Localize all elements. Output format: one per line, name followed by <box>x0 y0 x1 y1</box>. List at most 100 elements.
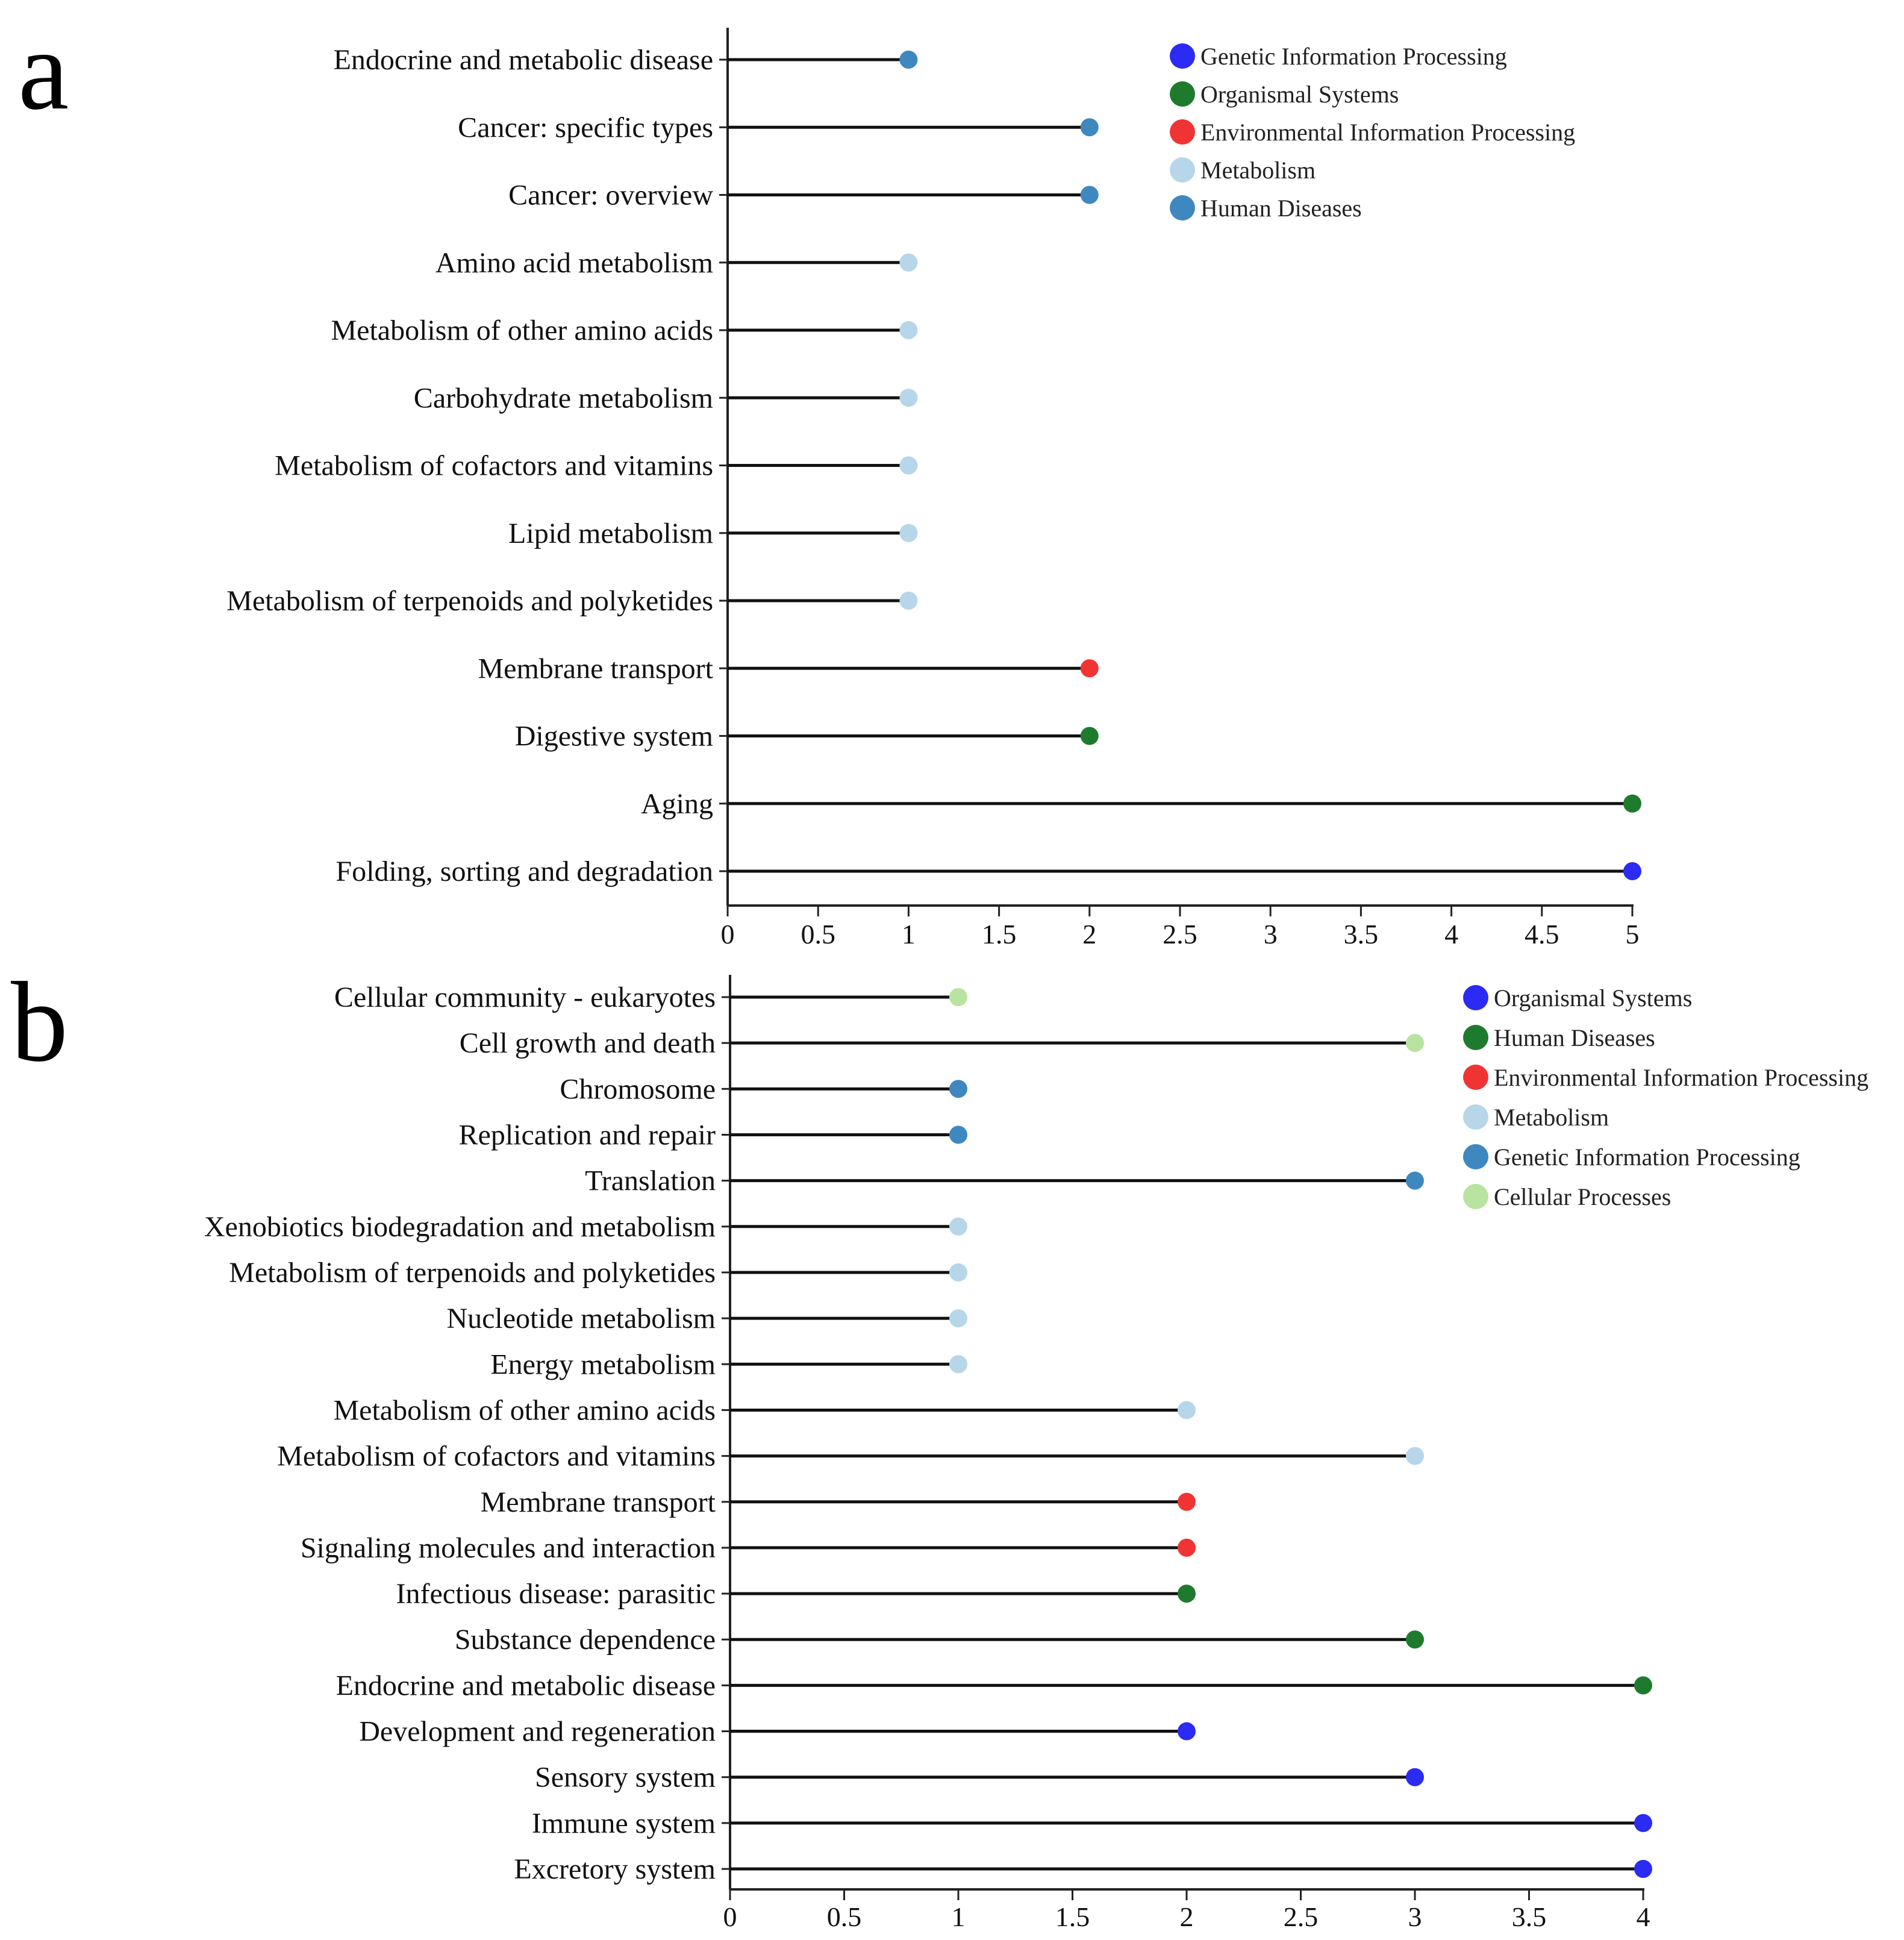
x-tick-label: 3.5 <box>1512 1901 1547 1932</box>
lollipop-marker <box>1634 1860 1652 1879</box>
x-tick-label: 2.5 <box>1163 919 1197 950</box>
panel-label-a: a <box>18 7 69 134</box>
category-label: Development and regeneration <box>359 1716 716 1748</box>
legend-marker <box>1463 1025 1488 1050</box>
category-label: Metabolism of terpenoids and polyketides <box>229 1257 716 1289</box>
lollipop-marker <box>1406 1630 1424 1649</box>
legend-label: Genetic Information Processing <box>1200 43 1507 70</box>
category-label: Lipid metabolism <box>508 518 713 549</box>
legend-marker <box>1463 1104 1488 1130</box>
lollipop-marker <box>1080 118 1099 137</box>
legend-marker <box>1170 119 1195 145</box>
legend-label: Metabolism <box>1200 157 1316 184</box>
legend-marker <box>1463 1184 1488 1209</box>
category-label: Endocrine and metabolic disease <box>334 44 713 76</box>
panel-label-b: b <box>11 959 68 1086</box>
category-label: Excretory system <box>514 1853 716 1885</box>
lollipop-marker <box>1623 862 1641 880</box>
chart-panel-b: 0 0.5 1 1.5 2 2.5 3 3.5 4 Cellular community - eu… <box>204 975 1868 1932</box>
category-label: Cellular community - eukaryotes <box>334 981 716 1013</box>
x-tick-label: 0.5 <box>801 919 835 950</box>
lollipop-marker <box>949 1217 967 1236</box>
lollipop-marker <box>899 51 918 69</box>
legend-label: Human Diseases <box>1494 1024 1655 1051</box>
category-label: Digestive system <box>515 721 713 753</box>
category-label: Replication and repair <box>459 1119 716 1151</box>
lollipop-marker <box>1406 1447 1424 1465</box>
x-tick-label: 0 <box>721 919 735 950</box>
lollipop-marker <box>1623 794 1641 813</box>
category-label: Amino acid metabolism <box>435 247 713 279</box>
x-tick-label: 2 <box>1180 1901 1194 1932</box>
lollipop-marker <box>949 1355 967 1374</box>
lollipop-marker <box>899 456 918 475</box>
category-label: Aging <box>641 788 713 820</box>
legend-label: Environmental Information Processing <box>1494 1064 1868 1091</box>
x-tick-label: 4.5 <box>1525 919 1559 950</box>
x-tick-label: 3.5 <box>1344 919 1379 950</box>
category-label: Signaling molecules and interaction <box>301 1532 716 1564</box>
category-label: Folding, sorting and degradation <box>336 856 713 887</box>
x-tick-label: 2 <box>1082 919 1096 950</box>
legend-label: Human Diseases <box>1200 195 1362 222</box>
lollipop-marker <box>1406 1768 1424 1786</box>
category-label: Sensory system <box>535 1762 716 1794</box>
lollipop-marker <box>899 524 918 542</box>
legend-label: Metabolism <box>1494 1104 1609 1131</box>
lollipop-marker <box>949 988 967 1006</box>
x-tick-label: 1 <box>902 919 916 950</box>
category-label: Cancer: overview <box>508 180 713 211</box>
category-label: Chromosome <box>560 1073 716 1105</box>
lollipop-marker <box>949 1309 967 1328</box>
lollipop-marker <box>1080 659 1099 678</box>
x-tick-label: 0.5 <box>827 1901 862 1932</box>
legend-marker <box>1463 1065 1488 1090</box>
category-label: Cell growth and death <box>460 1027 716 1059</box>
lollipop-marker <box>1634 1676 1652 1695</box>
category-label: Translation <box>585 1165 716 1197</box>
category-label: Infectious disease: parasitic <box>396 1578 716 1610</box>
category-label: Immune system <box>532 1807 716 1839</box>
lollipop-marker <box>1178 1538 1196 1557</box>
lollipop-marker <box>949 1125 967 1144</box>
lollipop-marker <box>1406 1034 1424 1053</box>
legend-label: Cellular Processes <box>1494 1183 1671 1210</box>
category-label: Carbohydrate metabolism <box>414 382 713 414</box>
x-tick-label: 3 <box>1264 919 1278 950</box>
lollipop-marker <box>1178 1492 1196 1511</box>
x-tick-label: 2.5 <box>1284 1901 1319 1932</box>
category-label: Nucleotide metabolism <box>446 1303 716 1335</box>
x-tick-label: 4 <box>1444 919 1458 950</box>
category-label: Metabolism of cofactors and vitamins <box>275 450 713 482</box>
lollipop-marker <box>1634 1813 1652 1832</box>
category-label: Metabolism of other amino acids <box>331 314 713 346</box>
legend-marker <box>1463 1144 1488 1169</box>
legend-marker <box>1463 985 1488 1010</box>
x-tick-label: 1 <box>952 1901 966 1932</box>
lollipop-marker <box>1178 1401 1196 1419</box>
lollipop-marker <box>899 389 918 407</box>
legend-label: Organismal Systems <box>1200 81 1399 108</box>
lollipop-marker <box>1080 186 1099 204</box>
lollipop-marker <box>949 1080 967 1098</box>
lollipop-marker <box>1080 727 1099 745</box>
category-label: Membrane transport <box>478 652 713 684</box>
legend-label: Environmental Information Processing <box>1200 119 1575 146</box>
lollipop-marker <box>1178 1722 1196 1741</box>
category-label: Endocrine and metabolic disease <box>336 1669 716 1701</box>
legend-marker <box>1170 157 1195 183</box>
legend-label: Organismal Systems <box>1494 984 1692 1012</box>
x-tick-label: 0 <box>723 1901 737 1932</box>
chart-panel-a: 0 0.5 1 1.5 2 2.5 3 3.5 4 4.5 5 Endocrine and metab… <box>226 28 1641 950</box>
legend-marker <box>1170 195 1195 221</box>
x-tick-label: 3 <box>1408 1901 1422 1932</box>
legend-marker <box>1170 43 1195 69</box>
legend-marker <box>1170 81 1195 107</box>
x-tick-label: 1.5 <box>982 919 1017 950</box>
category-label: Xenobiotics biodegradation and metabolis… <box>204 1211 716 1243</box>
lollipop-marker <box>899 253 918 272</box>
lollipop-marker <box>1406 1171 1424 1190</box>
category-label: Substance dependence <box>455 1624 716 1656</box>
